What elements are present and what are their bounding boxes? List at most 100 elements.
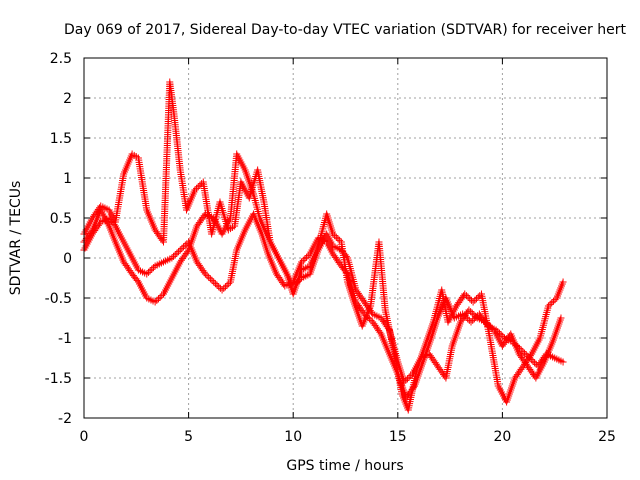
y-tick-label: 0.5: [50, 211, 72, 227]
data-point: [149, 264, 157, 272]
data-point: [176, 246, 184, 254]
data-point: [175, 248, 183, 256]
points-layer: [80, 78, 567, 414]
data-point: [407, 372, 415, 380]
ticks-layer: [83, 57, 608, 419]
data-point: [342, 268, 350, 276]
data-point: [409, 384, 417, 392]
data-point: [472, 312, 480, 320]
y-tick-label: 2: [63, 91, 72, 107]
data-point: [521, 349, 529, 357]
data-point: [299, 256, 307, 264]
data-point: [482, 318, 490, 326]
data-point: [402, 376, 410, 384]
data-point: [293, 279, 301, 287]
data-point: [221, 283, 229, 291]
x-tick-label: 15: [389, 429, 407, 445]
data-point: [304, 252, 312, 260]
data-point: [220, 284, 228, 292]
data-point: [546, 300, 554, 308]
y-tick-label: 0: [63, 251, 72, 267]
data-point: [487, 323, 495, 331]
data-point: [168, 254, 176, 262]
data-point: [527, 356, 535, 364]
data-point: [467, 318, 475, 326]
data-point: [191, 186, 199, 194]
data-point: [213, 281, 221, 289]
data-point: [218, 286, 226, 294]
data-point: [526, 354, 534, 362]
data-point: [156, 293, 164, 301]
data-point: [196, 181, 204, 189]
y-tick-label: -0.5: [45, 291, 72, 307]
data-point: [294, 277, 302, 285]
data-point: [144, 268, 152, 276]
data-point: [178, 244, 186, 252]
data-point: [468, 309, 476, 317]
data-point: [193, 184, 201, 192]
data-point: [158, 292, 166, 300]
y-tick-label: -1.5: [45, 371, 72, 387]
data-point: [522, 351, 530, 359]
data-point: [559, 278, 567, 286]
data-point: [336, 236, 344, 244]
x-tick-label: 25: [598, 429, 616, 445]
data-point: [470, 311, 478, 319]
data-point: [465, 306, 473, 314]
data-point: [461, 290, 469, 298]
data-point: [173, 249, 181, 257]
data-point: [289, 282, 297, 290]
data-point: [464, 293, 472, 301]
data-point: [181, 241, 189, 249]
data-point: [365, 315, 373, 323]
data-point: [143, 270, 151, 278]
data-point: [291, 280, 299, 288]
data-point: [384, 324, 392, 332]
data-point: [376, 328, 384, 336]
data-point: [485, 321, 493, 329]
data-point: [524, 352, 532, 360]
data-point: [559, 358, 567, 366]
x-tick-label: 20: [493, 429, 511, 445]
data-point: [208, 276, 216, 284]
data-point: [364, 313, 372, 321]
data-point: [153, 296, 161, 304]
x-tick-label: 0: [80, 429, 89, 445]
data-point: [223, 281, 231, 289]
data-point: [180, 243, 188, 251]
data-point: [466, 295, 474, 303]
data-point: [301, 255, 309, 263]
y-tick-label: 1: [63, 171, 72, 187]
series-3: [80, 150, 565, 386]
data-point: [170, 252, 178, 260]
data-point: [469, 316, 477, 324]
data-point: [557, 314, 565, 322]
y-tick-label: 1.5: [50, 131, 72, 147]
data-point: [201, 270, 209, 278]
data-point: [296, 276, 304, 284]
x-tick-label: 10: [284, 429, 302, 445]
chart-title: Day 069 of 2017, Sidereal Day-to-day VTE…: [64, 22, 626, 38]
data-point: [87, 228, 95, 236]
tick-labels-layer: 0 5 10 15 20 25 2.5 2 1.5 1 0.5 0 -0.5 -1 -1.5 -2: [45, 51, 616, 445]
data-point: [469, 298, 477, 306]
data-point: [405, 373, 413, 381]
data-point: [544, 302, 552, 310]
data-point: [467, 308, 475, 316]
data-point: [331, 232, 339, 240]
data-point: [210, 278, 218, 286]
y-tick-label: -2: [58, 411, 72, 427]
data-point: [472, 295, 480, 303]
data-point: [359, 308, 367, 316]
data-point: [483, 320, 491, 328]
data-point: [225, 280, 233, 288]
data-point: [342, 252, 350, 260]
data-point: [146, 267, 154, 275]
data-point: [133, 276, 141, 284]
data-point: [151, 298, 159, 306]
data-point: [367, 316, 375, 324]
data-point: [497, 331, 505, 339]
data-point: [360, 310, 368, 318]
data-point: [551, 296, 559, 304]
